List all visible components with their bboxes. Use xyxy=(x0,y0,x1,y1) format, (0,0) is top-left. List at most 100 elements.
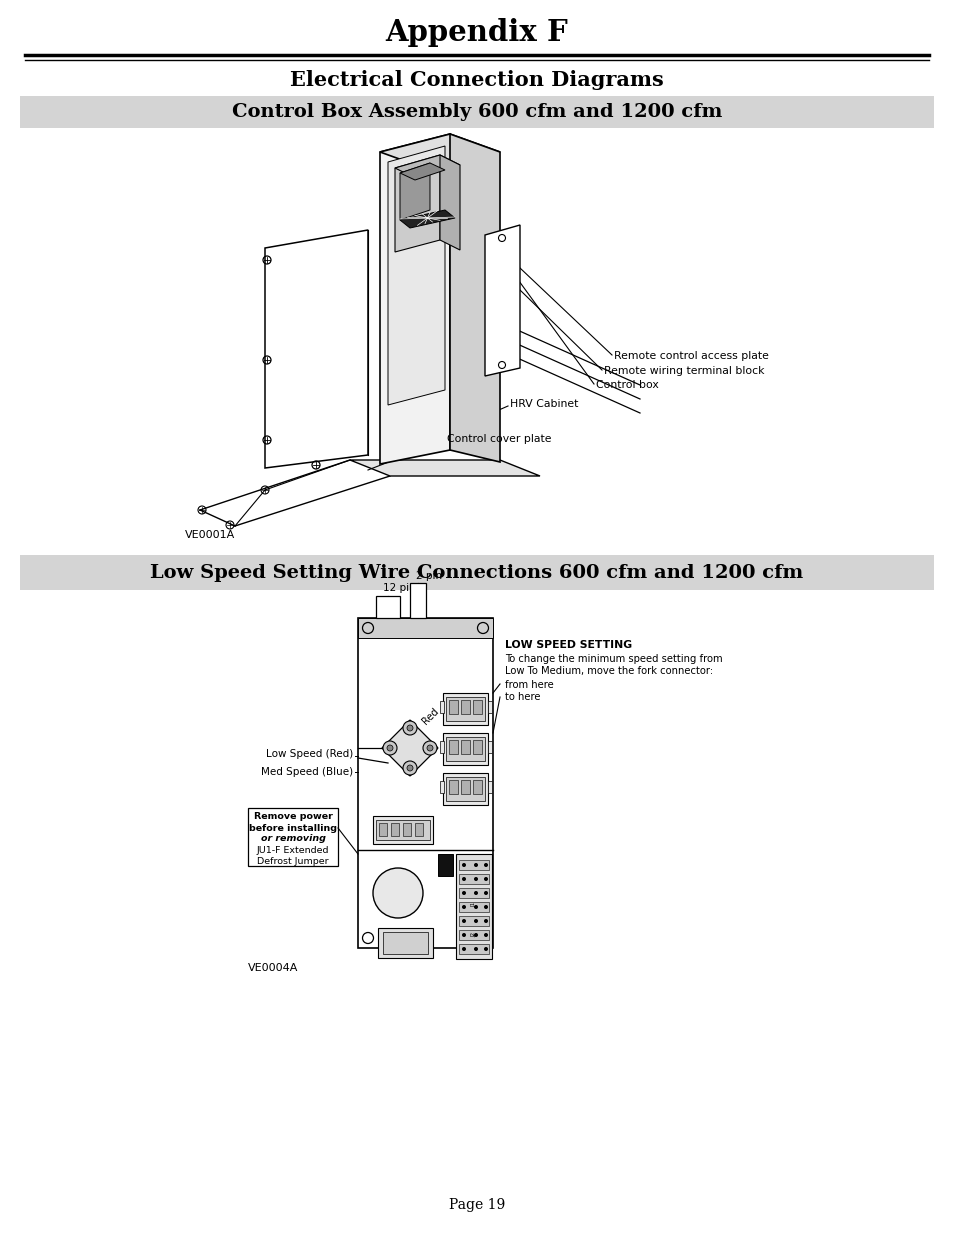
Circle shape xyxy=(461,905,465,909)
Text: VE0001A: VE0001A xyxy=(185,530,235,540)
Circle shape xyxy=(382,741,396,755)
Text: To change the minimum speed setting from: To change the minimum speed setting from xyxy=(504,655,721,664)
Bar xyxy=(449,781,457,794)
Bar xyxy=(473,781,481,794)
Bar xyxy=(449,740,457,755)
Bar xyxy=(248,808,337,866)
Text: to here: to here xyxy=(504,692,540,701)
Bar xyxy=(382,932,428,953)
Circle shape xyxy=(407,764,413,771)
Text: Remote control access plate: Remote control access plate xyxy=(614,351,768,361)
Bar xyxy=(473,700,481,714)
Bar xyxy=(488,701,492,713)
Circle shape xyxy=(474,932,477,937)
Bar xyxy=(460,700,470,714)
Polygon shape xyxy=(399,210,455,228)
Text: Low Speed (Red): Low Speed (Red) xyxy=(266,748,353,760)
Bar xyxy=(442,693,488,725)
Circle shape xyxy=(407,725,413,731)
Text: Remove power: Remove power xyxy=(253,811,332,821)
Text: JU1-F Extended: JU1-F Extended xyxy=(256,846,329,855)
Bar xyxy=(402,823,411,836)
Bar xyxy=(375,597,399,618)
Bar xyxy=(446,697,484,721)
Bar xyxy=(446,737,484,761)
Text: Page 19: Page 19 xyxy=(449,1198,504,1212)
Circle shape xyxy=(373,868,422,918)
Polygon shape xyxy=(439,156,459,249)
Text: Control box: Control box xyxy=(596,380,659,390)
Circle shape xyxy=(461,890,465,895)
Bar xyxy=(458,930,489,940)
Text: before installing: before installing xyxy=(249,824,336,832)
Bar xyxy=(20,555,933,590)
Circle shape xyxy=(461,932,465,937)
Circle shape xyxy=(402,761,416,776)
Circle shape xyxy=(483,890,488,895)
Polygon shape xyxy=(265,230,368,468)
Bar xyxy=(391,823,398,836)
Bar xyxy=(357,618,493,948)
Circle shape xyxy=(474,877,477,881)
Polygon shape xyxy=(399,163,430,220)
Bar xyxy=(375,820,430,840)
Text: Electrical Connection Diagrams: Electrical Connection Diagrams xyxy=(290,70,663,90)
Bar xyxy=(473,740,481,755)
Bar xyxy=(415,823,422,836)
Text: Low To Medium, move the fork connector:: Low To Medium, move the fork connector: xyxy=(504,666,713,676)
Circle shape xyxy=(483,905,488,909)
Bar xyxy=(458,860,489,869)
Polygon shape xyxy=(379,135,450,464)
Bar xyxy=(458,874,489,884)
Bar xyxy=(437,853,453,876)
Bar xyxy=(449,700,457,714)
Polygon shape xyxy=(388,146,444,405)
Text: J2: J2 xyxy=(471,931,476,936)
Bar xyxy=(458,888,489,898)
Text: J1: J1 xyxy=(471,902,476,906)
Circle shape xyxy=(483,947,488,951)
Polygon shape xyxy=(395,156,439,252)
Bar xyxy=(410,583,426,618)
Bar xyxy=(458,916,489,926)
Circle shape xyxy=(461,863,465,867)
Circle shape xyxy=(402,721,416,735)
Circle shape xyxy=(474,947,477,951)
Polygon shape xyxy=(395,156,459,178)
Bar xyxy=(439,741,443,753)
Circle shape xyxy=(474,863,477,867)
Bar xyxy=(460,740,470,755)
Circle shape xyxy=(483,863,488,867)
Bar xyxy=(442,773,488,805)
Polygon shape xyxy=(350,459,539,475)
Bar xyxy=(373,816,433,844)
Text: HRV Cabinet: HRV Cabinet xyxy=(510,399,578,409)
Circle shape xyxy=(474,919,477,923)
Bar xyxy=(488,781,492,793)
Polygon shape xyxy=(450,135,499,462)
Text: 12 pin: 12 pin xyxy=(382,583,416,593)
Text: Med Speed (Blue): Med Speed (Blue) xyxy=(260,767,353,777)
Text: from here: from here xyxy=(504,680,553,690)
Circle shape xyxy=(483,877,488,881)
Text: or removing: or removing xyxy=(260,834,325,844)
Text: Defrost Jumper: Defrost Jumper xyxy=(257,857,329,866)
Text: VE0004A: VE0004A xyxy=(248,963,298,973)
Bar xyxy=(439,781,443,793)
Bar xyxy=(456,853,492,960)
Circle shape xyxy=(483,932,488,937)
Text: Control cover plate: Control cover plate xyxy=(447,433,551,445)
Bar xyxy=(488,741,492,753)
Circle shape xyxy=(474,905,477,909)
Bar xyxy=(446,777,484,802)
Bar xyxy=(460,781,470,794)
Polygon shape xyxy=(381,720,437,776)
Text: Low Speed Setting Wire Connections 600 cfm and 1200 cfm: Low Speed Setting Wire Connections 600 c… xyxy=(151,563,802,582)
Bar xyxy=(378,823,387,836)
Bar xyxy=(442,734,488,764)
Circle shape xyxy=(461,919,465,923)
Polygon shape xyxy=(379,135,499,170)
Bar xyxy=(458,902,489,911)
Circle shape xyxy=(474,890,477,895)
Text: 2 pin: 2 pin xyxy=(416,571,441,580)
